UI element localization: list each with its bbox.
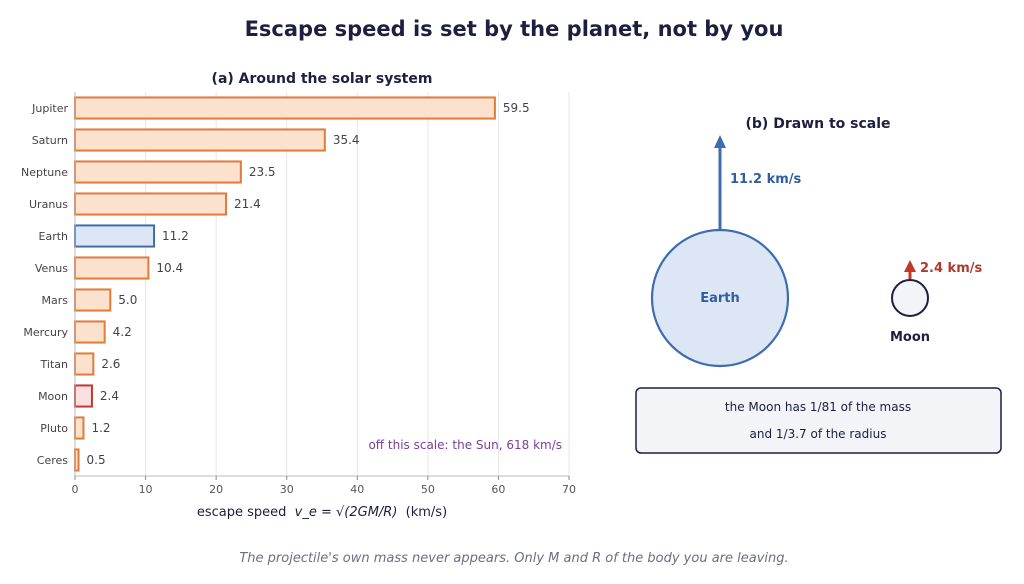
panel-b-scale-diagram: (b) Drawn to scale 11.2 km/s Earth 2.4 k… — [635, 116, 1002, 454]
bar-titan — [74, 352, 95, 376]
x-tick-label: 10 — [139, 483, 153, 496]
moon-circle — [891, 279, 929, 317]
y-axis-labels: Jupiter Saturn Neptune Uranus Earth Venus Mars… — [21, 102, 69, 467]
earth-speed-label: 11.2 km/s — [730, 172, 802, 187]
value-label-mercury: 4.2 — [113, 325, 132, 339]
x-tick-label: 50 — [421, 483, 435, 496]
panel-a-title: (a) Around the solar system — [212, 71, 433, 87]
value-label-earth: 11.2 — [162, 229, 189, 243]
y-tick-label-jupiter: Jupiter — [31, 102, 68, 115]
value-label-ceres: 0.5 — [87, 453, 106, 467]
bar-saturn — [74, 128, 326, 152]
moon-label: Moon — [890, 330, 930, 345]
x-axis-label-unit: (km/s) — [406, 505, 448, 520]
bar-moon — [74, 384, 93, 408]
value-label-mars: 5.0 — [118, 293, 137, 307]
x-tick-label: 70 — [562, 483, 576, 496]
bar-ceres — [74, 448, 80, 472]
value-label-venus: 10.4 — [156, 261, 183, 275]
x-tick-label: 40 — [350, 483, 364, 496]
bar-venus — [74, 256, 150, 280]
y-tick-label-ceres: Ceres — [37, 454, 68, 467]
x-axis-label: escape speed v_e = √(2GM/R) (km/s) — [197, 505, 447, 520]
x-tick-label: 60 — [491, 483, 505, 496]
bar-jupiter — [74, 96, 496, 120]
earth-circle — [650, 228, 790, 368]
figure-title: Escape speed is set by the planet, not b… — [245, 17, 784, 41]
y-tick-label-mars: Mars — [42, 294, 69, 307]
x-tick-label: 20 — [209, 483, 223, 496]
ratio-note-box — [635, 387, 1002, 454]
value-label-pluto: 1.2 — [91, 421, 110, 435]
bar-neptune — [74, 160, 242, 184]
y-tick-label-pluto: Pluto — [40, 422, 68, 435]
y-tick-label-earth: Earth — [39, 230, 69, 243]
earth-label: Earth — [700, 291, 740, 306]
footer-caption: The projectile's own mass never appears.… — [239, 551, 788, 566]
bar-pluto — [74, 416, 85, 440]
value-labels: 59.5 35.4 23.5 21.4 11.2 10.4 5.0 4.2 2.6 2.4 1.2 0… — [87, 101, 530, 467]
x-axis-ticks: 0 10 20 30 40 50 60 70 — [72, 476, 576, 496]
ratio-note-line-1: the Moon has 1/81 of the mass — [725, 400, 911, 414]
bars — [74, 96, 496, 472]
x-axis-label-text: escape speed — [197, 505, 287, 520]
y-tick-label-saturn: Saturn — [32, 134, 68, 147]
y-tick-label-uranus: Uranus — [29, 198, 68, 211]
y-tick-label-mercury: Mercury — [23, 326, 68, 339]
value-label-titan: 2.6 — [101, 357, 120, 371]
moon-speed-label: 2.4 km/s — [920, 261, 982, 276]
y-tick-label-titan: Titan — [40, 358, 68, 371]
y-tick-label-venus: Venus — [35, 262, 68, 275]
bar-mercury — [74, 320, 106, 344]
value-label-moon: 2.4 — [100, 389, 119, 403]
bar-earth — [74, 224, 156, 248]
value-label-jupiter: 59.5 — [503, 101, 530, 115]
panel-b-title: (b) Drawn to scale — [746, 116, 891, 132]
x-axis-label-formula: v_e = √(2GM/R) — [295, 505, 398, 520]
y-tick-label-moon: Moon — [38, 390, 68, 403]
sun-annotation: off this scale: the Sun, 618 km/s — [368, 438, 562, 452]
value-label-saturn: 35.4 — [333, 133, 360, 147]
value-label-uranus: 21.4 — [234, 197, 261, 211]
earth-arrow-head — [714, 135, 726, 148]
x-tick-label: 0 — [72, 483, 79, 496]
bar-mars — [74, 288, 112, 312]
panel-a-bar-chart: (a) Around the solar system 0 10 20 30 40 50 6… — [21, 71, 576, 520]
ratio-note-line-2: and 1/3.7 of the radius — [750, 427, 887, 441]
moon-arrow-head — [904, 260, 916, 272]
x-tick-label: 30 — [280, 483, 294, 496]
grid-lines — [145, 92, 570, 476]
bar-uranus — [74, 192, 228, 216]
y-tick-label-neptune: Neptune — [21, 166, 68, 179]
value-label-neptune: 23.5 — [249, 165, 276, 179]
